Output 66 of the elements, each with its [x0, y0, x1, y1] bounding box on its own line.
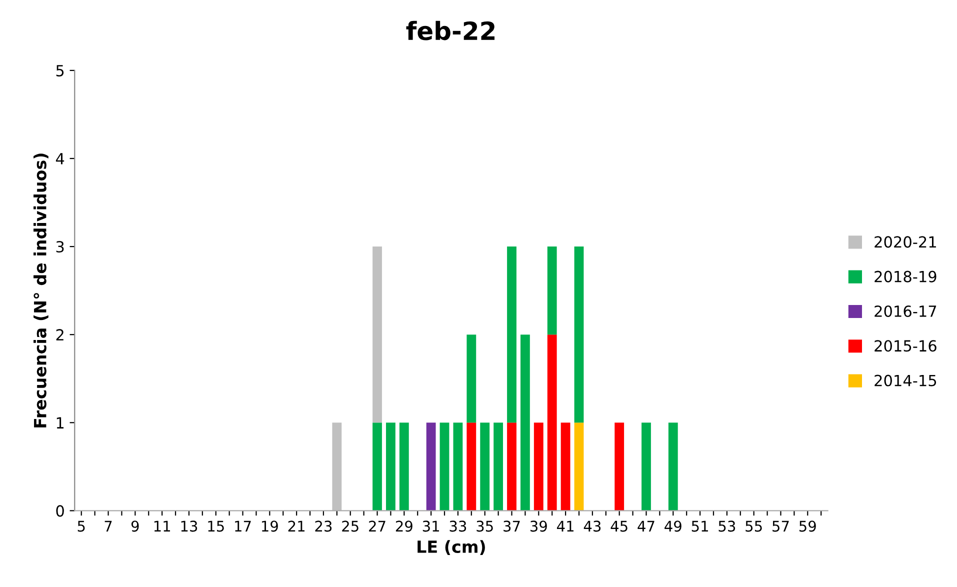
x-tick-label: 11 — [154, 520, 170, 532]
legend-label: 2020-21 — [874, 236, 936, 248]
y-tick-label: 3 — [56, 241, 64, 253]
y-tick-label: 0 — [56, 505, 64, 517]
y-tick-label: 5 — [56, 65, 64, 76]
x-tick-label: 9 — [131, 520, 139, 532]
bar — [386, 422, 396, 511]
x-tick-label: 27 — [369, 520, 386, 532]
bar — [574, 422, 584, 511]
bar — [507, 246, 516, 423]
x-tick-label: 13 — [181, 520, 198, 532]
x-tick-label: 31 — [422, 520, 439, 532]
bar — [399, 422, 409, 511]
x-tick-label: 17 — [235, 520, 251, 532]
bar — [332, 422, 342, 511]
x-tick-label: 41 — [556, 520, 574, 532]
bar — [494, 422, 504, 511]
y-tick-label: 1 — [56, 417, 64, 428]
x-tick-label: 7 — [104, 520, 112, 532]
x-tick-label: 53 — [718, 520, 736, 532]
x-tick-label: 33 — [450, 520, 466, 532]
chart-title: feb-22 — [406, 20, 494, 40]
bar — [547, 246, 557, 335]
x-tick-label: 47 — [638, 520, 654, 532]
bar — [453, 422, 463, 511]
x-tick-label: 55 — [746, 520, 762, 532]
x-tick-label: 19 — [262, 520, 278, 532]
x-tick-label: 45 — [610, 520, 628, 532]
bar — [440, 422, 450, 511]
x-tick-label: 37 — [504, 520, 520, 532]
y-axis-title: Frecuencia (N° de individuos) — [34, 154, 48, 428]
x-tick-label: 15 — [208, 520, 224, 532]
bar — [534, 422, 544, 511]
x-axis-title: LE (cm) — [418, 540, 485, 555]
x-tick-label: 5 — [78, 520, 85, 532]
x-tick-label: 35 — [476, 520, 493, 532]
x-tick-label: 39 — [530, 520, 547, 532]
bar — [560, 422, 570, 511]
bar — [466, 334, 476, 423]
bar — [574, 246, 584, 423]
x-tick-label: 57 — [772, 520, 789, 532]
legend-label: 2018-19 — [874, 270, 936, 282]
bar — [668, 422, 678, 511]
bar — [547, 334, 557, 511]
legend-label: 2014-15 — [874, 374, 936, 386]
legend-label: 2015-16 — [874, 340, 936, 352]
x-tick-label: 49 — [664, 520, 682, 532]
x-tick-label: 21 — [288, 520, 304, 532]
bar — [520, 334, 530, 511]
y-tick-label: 2 — [56, 329, 64, 340]
bar — [507, 422, 516, 511]
x-tick-label: 59 — [799, 520, 816, 532]
bar — [466, 422, 476, 511]
x-tick-label: 29 — [396, 520, 412, 532]
x-tick-label: 23 — [315, 520, 332, 532]
x-tick-label: 43 — [584, 520, 601, 532]
bar — [480, 422, 490, 511]
bar — [372, 246, 382, 423]
bar — [426, 422, 436, 511]
x-tick-label: 51 — [692, 520, 708, 532]
bar — [372, 422, 382, 511]
y-tick-label: 4 — [56, 153, 64, 164]
bar — [614, 422, 624, 511]
legend-label: 2016-17 — [874, 305, 936, 318]
bar — [642, 422, 651, 511]
x-tick-label: 25 — [342, 520, 358, 532]
